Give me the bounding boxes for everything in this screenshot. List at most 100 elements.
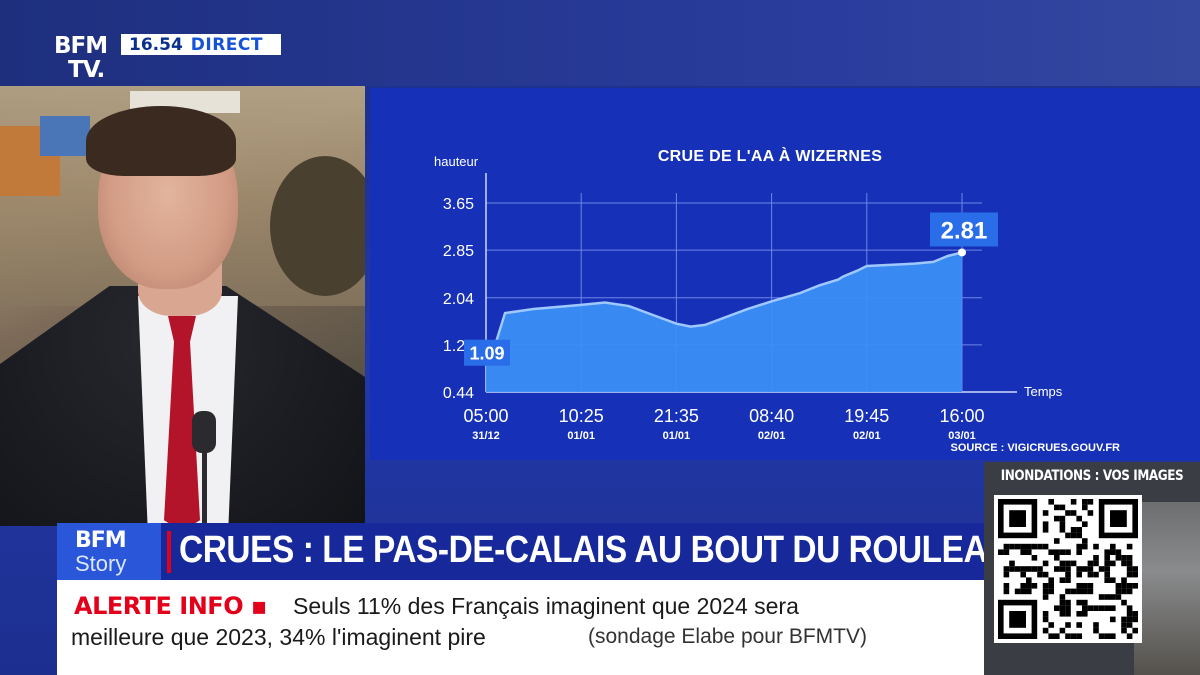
qr-module: [1003, 588, 1010, 595]
chart-panel: CRUE DE L'AA À WIZERNES 3.65 2.85 2.04 1.24…: [370, 88, 1200, 460]
qr-module: [1065, 560, 1071, 567]
end-value-box: [930, 212, 998, 247]
qr-module: [1042, 571, 1049, 578]
qr-module: [1115, 549, 1122, 555]
qr-module: [1042, 611, 1049, 617]
qr-module: [1082, 521, 1088, 527]
qr-module: [1126, 560, 1133, 567]
qr-module: [1065, 588, 1071, 595]
microphone-stand: [202, 451, 207, 526]
qr-module: [1042, 627, 1049, 634]
qr-finder-module: [1009, 611, 1026, 628]
qr-module: [1076, 571, 1082, 578]
qr-module: [1003, 566, 1010, 572]
qr-module: [1065, 566, 1071, 572]
x-tick-date: 02/01: [853, 430, 881, 442]
bfm-story-logo: BFM Story: [57, 523, 161, 580]
chart-source: SOURCE : VIGICRUES.GOUV.FR: [950, 442, 1120, 454]
qr-module: [1087, 566, 1094, 572]
qr-module: [1042, 527, 1049, 533]
x-tick-label: 16:00: [939, 406, 984, 426]
x-tick-label: 19:45: [844, 406, 889, 426]
qr-module: [1009, 566, 1015, 572]
x-axis-label: Temps: [1024, 384, 1063, 399]
story-separator: [167, 531, 171, 573]
story-banner: BFM Story CRUES : LE PAS-DE-CALAIS AU BO…: [57, 523, 1011, 580]
qr-module: [1009, 560, 1015, 567]
alert-text-line2: meilleure que 2023, 34% l'imaginent pire: [71, 624, 486, 650]
qr-module: [1020, 571, 1026, 578]
story-title: CRUES : LE PAS-DE-CALAIS AU BOUT DU ROUL…: [179, 529, 1011, 571]
qr-module: [1082, 611, 1088, 617]
qr-code[interactable]: [994, 495, 1142, 643]
qr-module: [1093, 622, 1099, 628]
qr-module: [1054, 538, 1060, 544]
start-value-label: 1.09: [469, 344, 504, 364]
qr-module: [1048, 588, 1054, 595]
qr-module: [1014, 588, 1021, 595]
qr-module: [1104, 560, 1110, 567]
alert-source: (sondage Elabe pour BFMTV): [588, 625, 867, 648]
qr-module: [1110, 577, 1116, 583]
qr-module: [1126, 616, 1133, 623]
qr-module: [1115, 594, 1122, 600]
qr-module: [1098, 594, 1105, 600]
presenter-hair: [86, 106, 236, 176]
qr-module: [1059, 627, 1066, 634]
qr-module: [1126, 543, 1133, 550]
y-tick-label: 3.65: [443, 196, 474, 213]
qr-module: [1110, 616, 1116, 623]
qr-module: [1054, 555, 1060, 561]
qr-module: [1054, 549, 1060, 555]
qr-module: [1048, 622, 1054, 628]
qr-module: [1065, 549, 1071, 555]
alert-ticker: ALERTE INFO ▪ Seuls 11% des Français ima…: [57, 580, 984, 675]
qr-module: [1065, 611, 1071, 617]
qr-module: [1020, 566, 1026, 572]
qr-module: [1082, 605, 1088, 611]
qr-module: [1126, 555, 1133, 561]
y-axis-label: hauteur: [434, 154, 479, 169]
qr-module: [1065, 622, 1071, 628]
qr-module: [1076, 515, 1082, 522]
qr-module: [1059, 605, 1066, 611]
qr-module: [1026, 588, 1032, 595]
qr-module: [1104, 633, 1110, 639]
house-shape: [40, 116, 90, 156]
qr-module: [1110, 605, 1116, 611]
qr-module: [1104, 571, 1110, 578]
qr-module: [1087, 605, 1094, 611]
qr-module: [1115, 555, 1122, 561]
qr-module: [1042, 560, 1049, 567]
qr-module: [1042, 616, 1049, 623]
qr-module: [1093, 543, 1099, 550]
qr-module: [1110, 594, 1116, 600]
story-logo-line1: BFM: [75, 528, 127, 553]
end-value-label: 2.81: [941, 217, 988, 244]
qr-module: [1126, 605, 1133, 611]
water-level-line: [485, 251, 963, 355]
y-tick-label: 2.85: [443, 243, 474, 260]
qr-module: [1121, 588, 1127, 595]
qr-module: [1087, 583, 1094, 589]
qr-finder-module: [1009, 510, 1026, 527]
qr-module: [1076, 588, 1082, 595]
qr-module: [1104, 549, 1110, 555]
qr-module: [1065, 510, 1071, 516]
qr-module: [1132, 583, 1138, 589]
qr-module: [1070, 532, 1077, 539]
qr-module: [1121, 599, 1127, 606]
qr-module: [1098, 566, 1105, 572]
qr-module: [1070, 510, 1077, 516]
qr-module: [1026, 583, 1032, 589]
qr-module: [1065, 571, 1071, 578]
qr-module: [1026, 549, 1032, 555]
qr-module: [1009, 543, 1015, 550]
qr-module: [1020, 543, 1026, 550]
qr-module: [1098, 605, 1105, 611]
qr-module: [1059, 549, 1066, 555]
qr-module: [1026, 577, 1032, 583]
qr-module: [1048, 549, 1054, 555]
qr-module: [1093, 605, 1099, 611]
qr-module: [1082, 583, 1088, 589]
